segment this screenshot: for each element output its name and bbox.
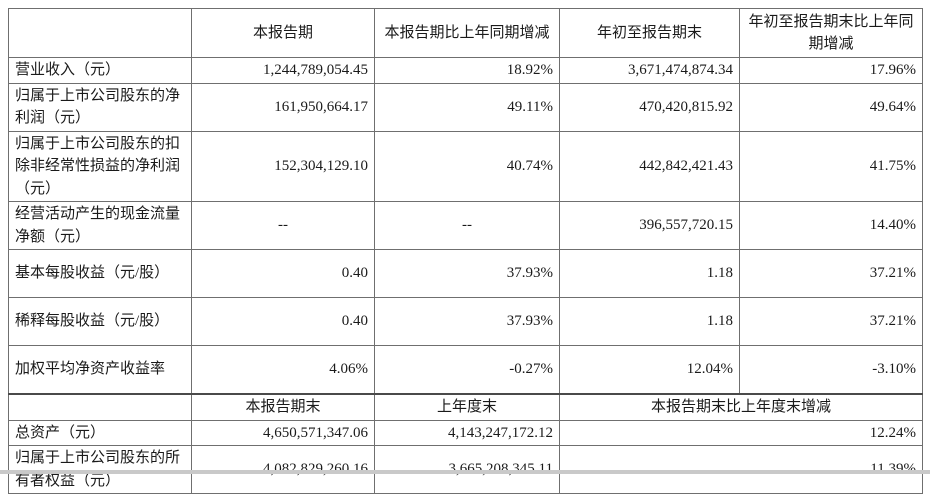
cell-value: 37.21%: [739, 297, 923, 346]
cell-value-na: --: [374, 201, 560, 250]
table-row-net-profit-excl-nonrecurring: 归属于上市公司股东的扣除非经常性损益的净利润（元） 152,304,129.10…: [8, 130, 923, 202]
cell-value: 4.06%: [191, 345, 375, 395]
header-row-period: 本报告期 本报告期比上年同期增减 年初至报告期末 年初至报告期末比上年同期增减: [8, 8, 923, 58]
cell-value: 1,244,789,054.45: [191, 57, 375, 84]
row-label: 基本每股收益（元/股）: [8, 249, 192, 298]
cell-value: 37.93%: [374, 249, 560, 298]
page-edge: [0, 470, 930, 474]
cell-value: -3.10%: [739, 345, 923, 395]
header-row-period-end: 本报告期末 上年度末 本报告期末比上年度末增减: [8, 393, 923, 421]
cell-value: 442,842,421.43: [559, 130, 740, 202]
cell-value: 17.96%: [739, 57, 923, 84]
table-row-diluted-eps: 稀释每股收益（元/股） 0.40 37.93% 1.18 37.21%: [8, 297, 923, 346]
cell-value: 0.40: [191, 297, 375, 346]
row-label: 归属于上市公司股东的净利润（元）: [8, 82, 192, 132]
cell-value: 49.64%: [739, 82, 923, 132]
cell-value: 37.93%: [374, 297, 560, 346]
cell-value: 1.18: [559, 297, 740, 346]
header-corner-cell: [8, 8, 192, 58]
cell-value: 0.40: [191, 249, 375, 298]
cell-value: 37.21%: [739, 249, 923, 298]
row-label: 营业收入（元）: [8, 57, 192, 84]
row-label: 稀释每股收益（元/股）: [8, 297, 192, 346]
cell-value: 41.75%: [739, 130, 923, 202]
row-label: 加权平均净资产收益率: [8, 345, 192, 395]
cell-value: 12.24%: [559, 419, 923, 446]
table-row-weighted-avg-roe: 加权平均净资产收益率 4.06% -0.27% 12.04% -3.10%: [8, 345, 923, 395]
cell-value: 1.18: [559, 249, 740, 298]
table-row-basic-eps: 基本每股收益（元/股） 0.40 37.93% 1.18 37.21%: [8, 249, 923, 298]
cell-value: 396,557,720.15: [559, 201, 740, 250]
cell-value: 18.92%: [374, 57, 560, 84]
row-label: 经营活动产生的现金流量净额（元）: [8, 201, 192, 250]
cell-value: 3,671,474,874.34: [559, 57, 740, 84]
header-ytd: 年初至报告期末: [559, 8, 740, 58]
cell-value: 4,650,571,347.06: [191, 419, 375, 446]
cell-value: 4,143,247,172.12: [374, 419, 560, 446]
table-row-net-profit: 归属于上市公司股东的净利润（元） 161,950,664.17 49.11% 4…: [8, 82, 923, 132]
header-period-yoy-change: 本报告期比上年同期增减: [374, 8, 560, 58]
cell-value-na: --: [191, 201, 375, 250]
cell-value: 12.04%: [559, 345, 740, 395]
header2-corner-cell: [8, 393, 192, 421]
cell-value: 161,950,664.17: [191, 82, 375, 132]
row-label: 归属于上市公司股东的扣除非经常性损益的净利润（元）: [8, 130, 192, 202]
table-row-operating-cash-flow: 经营活动产生的现金流量净额（元） -- -- 396,557,720.15 14…: [8, 201, 923, 250]
cell-value: 49.11%: [374, 82, 560, 132]
row-label: 总资产（元）: [8, 419, 192, 446]
financial-summary-table: 本报告期 本报告期比上年同期增减 年初至报告期末 年初至报告期末比上年同期增减 …: [8, 8, 923, 494]
table-row-total-assets: 总资产（元） 4,650,571,347.06 4,143,247,172.12…: [8, 419, 923, 446]
header-current-period: 本报告期: [191, 8, 375, 58]
cell-value: 470,420,815.92: [559, 82, 740, 132]
cell-value: 152,304,129.10: [191, 130, 375, 202]
header-prior-year-end: 上年度末: [374, 393, 560, 421]
cell-value: 14.40%: [739, 201, 923, 250]
header-ytd-yoy-change: 年初至报告期末比上年同期增减: [739, 8, 923, 58]
table-row-revenue: 营业收入（元） 1,244,789,054.45 18.92% 3,671,47…: [8, 57, 923, 84]
cell-value: 40.74%: [374, 130, 560, 202]
header-current-period-end: 本报告期末: [191, 393, 375, 421]
cell-value: -0.27%: [374, 345, 560, 395]
header-period-end-vs-prior-year-end: 本报告期末比上年度末增减: [559, 393, 923, 421]
